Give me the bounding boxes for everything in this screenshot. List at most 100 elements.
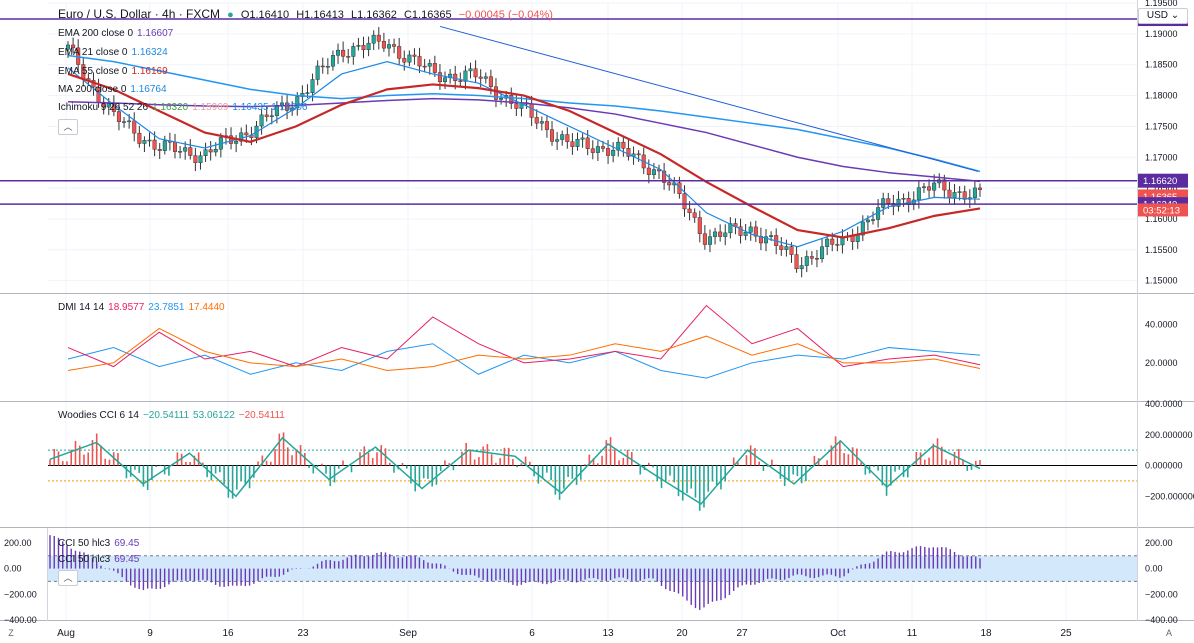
dmi-tick-label: 20.0000	[1145, 358, 1178, 368]
candle-body	[962, 191, 967, 200]
countdown-badge: 03:52:13	[1143, 205, 1180, 216]
legend-value: 18.9577	[108, 302, 145, 313]
price-tick-label: 1.18000	[1145, 91, 1178, 101]
candle-body	[555, 139, 560, 142]
candle-body	[855, 234, 860, 242]
cci-tick-label: 0.000000	[1145, 461, 1183, 471]
candle-body	[178, 151, 183, 153]
ema55-line	[67, 72, 981, 239]
candle-body	[499, 98, 504, 100]
dmi-pane[interactable]	[67, 304, 981, 379]
collapse-cci-button[interactable]: ︿	[58, 570, 78, 586]
candle-body	[616, 141, 621, 151]
currency-select[interactable]: USD ⌄	[1138, 8, 1188, 24]
candle-body	[972, 187, 977, 198]
legend-cci50-a[interactable]: CCI 50 hlc3 69.45	[58, 538, 143, 549]
candle-body	[305, 92, 310, 94]
time-tick-label: 18	[980, 628, 992, 639]
price-tick-label: 1.17500	[1145, 121, 1178, 131]
collapse-legend-button[interactable]: ︿	[58, 119, 78, 135]
candle-body	[432, 63, 437, 73]
candle-body	[748, 226, 753, 233]
candle-body	[412, 54, 417, 57]
candle-body	[310, 79, 315, 93]
candle-body	[193, 155, 198, 163]
candle-body	[687, 208, 692, 214]
candle-body	[458, 80, 463, 82]
legend-value: 23.7851	[148, 302, 185, 313]
legend-ichimoku[interactable]: Ichimoku 9 26 52 26 1.16320 1.15969 1.16435…	[58, 102, 311, 113]
candle-body	[376, 34, 381, 42]
time-tick-label: Aug	[57, 628, 75, 639]
resistance-badge-bg	[1138, 173, 1188, 188]
symbol-title[interactable]: Euro / U.S. Dollar · 4h · FXCM	[58, 7, 221, 21]
candle-body	[600, 146, 605, 149]
legend-label: Woodies CCI 6 14	[58, 410, 139, 421]
legend-ema55[interactable]: EMA 55 close 0 1.16169	[58, 66, 172, 77]
candle-body	[514, 103, 519, 109]
legend-label: CCI 50 hlc3	[58, 538, 111, 549]
candle-body	[809, 256, 814, 259]
zoom-toggle-button[interactable]: Z	[8, 628, 14, 638]
candle-body	[723, 232, 728, 237]
candle-body	[743, 232, 748, 236]
legend-cci50-b[interactable]: CCI 50 hlc3 69.45	[58, 554, 143, 565]
candle-body	[789, 246, 794, 255]
status-dot-icon: ●	[227, 9, 234, 21]
price-pane[interactable]	[0, 18, 1137, 278]
legend-label: DMI 14 14	[58, 302, 105, 313]
candle-body	[952, 192, 957, 198]
candle-body	[921, 186, 926, 188]
cci50-pane[interactable]	[48, 535, 1137, 610]
time-tick-label: 11	[907, 628, 918, 639]
legend-ema200[interactable]: EMA 200 close 0 1.16607	[58, 28, 177, 39]
auto-scale-button[interactable]: A	[1165, 628, 1172, 638]
candle-body	[529, 103, 534, 118]
legend-label: EMA 200 close 0	[58, 28, 134, 39]
candle-body	[320, 65, 325, 68]
candle-body	[942, 179, 947, 191]
legend-value: 17.4440	[188, 302, 225, 313]
candle-body	[111, 103, 116, 112]
candle-body	[865, 219, 870, 223]
candle-body	[488, 76, 493, 87]
price-tick-label: 1.19500	[1145, 0, 1178, 8]
legend-label: CCI 50 hlc3	[58, 554, 111, 565]
time-tick-label: Sep	[399, 628, 417, 639]
candle-body	[65, 44, 70, 50]
ohlc-open: O1.16410	[240, 9, 290, 21]
legend-label: EMA 55 close 0	[58, 66, 128, 77]
legend-ema21[interactable]: EMA 21 close 0 1.16324	[58, 47, 172, 58]
candle-body	[718, 231, 723, 237]
candle-body	[570, 141, 575, 147]
legend-value: −20.54111	[142, 410, 190, 421]
legend-value: 1.16764	[130, 84, 167, 95]
currency-label: USD	[1146, 10, 1168, 21]
candle-body	[427, 63, 432, 67]
candle-body	[947, 189, 952, 198]
cci50-tick-left: −200.00	[4, 589, 37, 599]
legend-value: 53.06122	[193, 410, 235, 421]
time-tick-label: 13	[602, 628, 614, 639]
legend-woodies-cci[interactable]: Woodies CCI 6 14 −20.54111 53.06122 −20.541…	[58, 410, 289, 421]
candle-body	[493, 86, 498, 100]
candle-body	[534, 117, 539, 124]
legend-dmi[interactable]: DMI 14 14 18.9577 23.7851 17.4440	[58, 302, 229, 313]
woodies-cci-pane[interactable]	[48, 432, 1137, 511]
cci-tick-label: −200.000000	[1145, 491, 1194, 501]
candle-body	[753, 226, 758, 237]
price-tick-label: 1.15500	[1145, 245, 1178, 255]
dmi-series-line	[67, 304, 981, 368]
cci50-band	[48, 555, 1137, 582]
legend-label: EMA 21 close 0	[58, 47, 128, 58]
candle-body	[804, 256, 809, 266]
ohlc-high: H1.16413	[296, 9, 344, 21]
candle-body	[682, 193, 687, 210]
legend-ma200[interactable]: MA 200 close 0 1.16764	[58, 84, 171, 95]
candle-body	[366, 42, 371, 50]
candle-body	[590, 148, 595, 153]
symbol-header: Euro / U.S. Dollar · 4h · FXCM ● O1.1641…	[58, 7, 557, 21]
dmi-tick-label: 40.0000	[1145, 320, 1178, 330]
legend-value: −20.54111	[238, 410, 285, 421]
